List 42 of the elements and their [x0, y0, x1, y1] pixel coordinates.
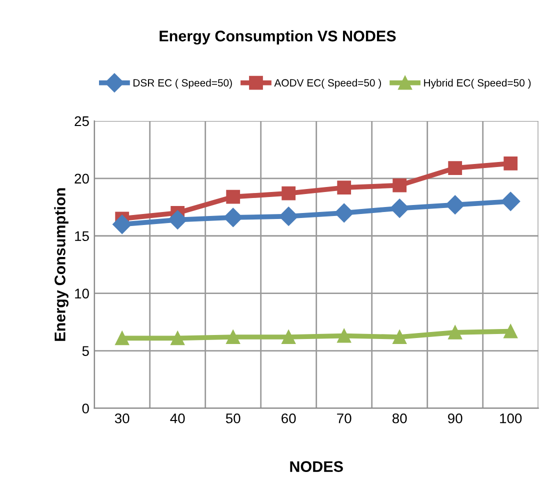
x-tick-label: 30	[114, 413, 130, 424]
y-tick-label: 0	[82, 404, 89, 414]
x-axis-title: NODES	[290, 461, 343, 472]
y-tick-label: 5	[82, 346, 89, 356]
point	[392, 330, 407, 344]
point	[337, 328, 352, 343]
point	[504, 324, 518, 338]
x-tick-label: 60	[282, 413, 296, 424]
x-tick-label: 100	[500, 413, 522, 424]
point	[226, 190, 240, 204]
point	[448, 325, 462, 340]
point	[501, 192, 520, 211]
x-tick-label: 50	[226, 413, 240, 424]
point	[337, 180, 352, 195]
point	[224, 208, 243, 228]
y-tick-label: 25	[74, 116, 89, 126]
point	[115, 331, 130, 346]
x-tick-label: 70	[337, 413, 352, 424]
point	[334, 203, 354, 222]
chart-title: Energy Consumption VS NODES	[160, 30, 396, 45]
point	[282, 330, 296, 344]
point	[112, 214, 132, 234]
point	[446, 195, 465, 214]
x-tick-label: 80	[392, 413, 407, 424]
x-tick-label: 40	[170, 413, 185, 424]
point	[282, 186, 296, 200]
point	[504, 156, 518, 170]
y-tick-label: 15	[75, 231, 89, 242]
point	[390, 198, 410, 218]
y-tick-label: 10	[75, 288, 89, 298]
legend-label: Hybrid EC( Speed=50 )	[424, 78, 531, 89]
point	[170, 331, 185, 346]
y-axis-title: Energy Consumption	[54, 188, 68, 341]
point	[279, 206, 298, 226]
x-tick-label: 90	[448, 413, 462, 424]
legend-label: DSR EC ( Speed=50)	[134, 78, 232, 89]
point	[448, 161, 462, 176]
legend-label: AODV EC( Speed=50 )	[274, 78, 381, 89]
point	[168, 210, 188, 230]
point	[226, 330, 240, 344]
y-tick-label: 20	[74, 174, 89, 184]
point	[392, 178, 407, 192]
